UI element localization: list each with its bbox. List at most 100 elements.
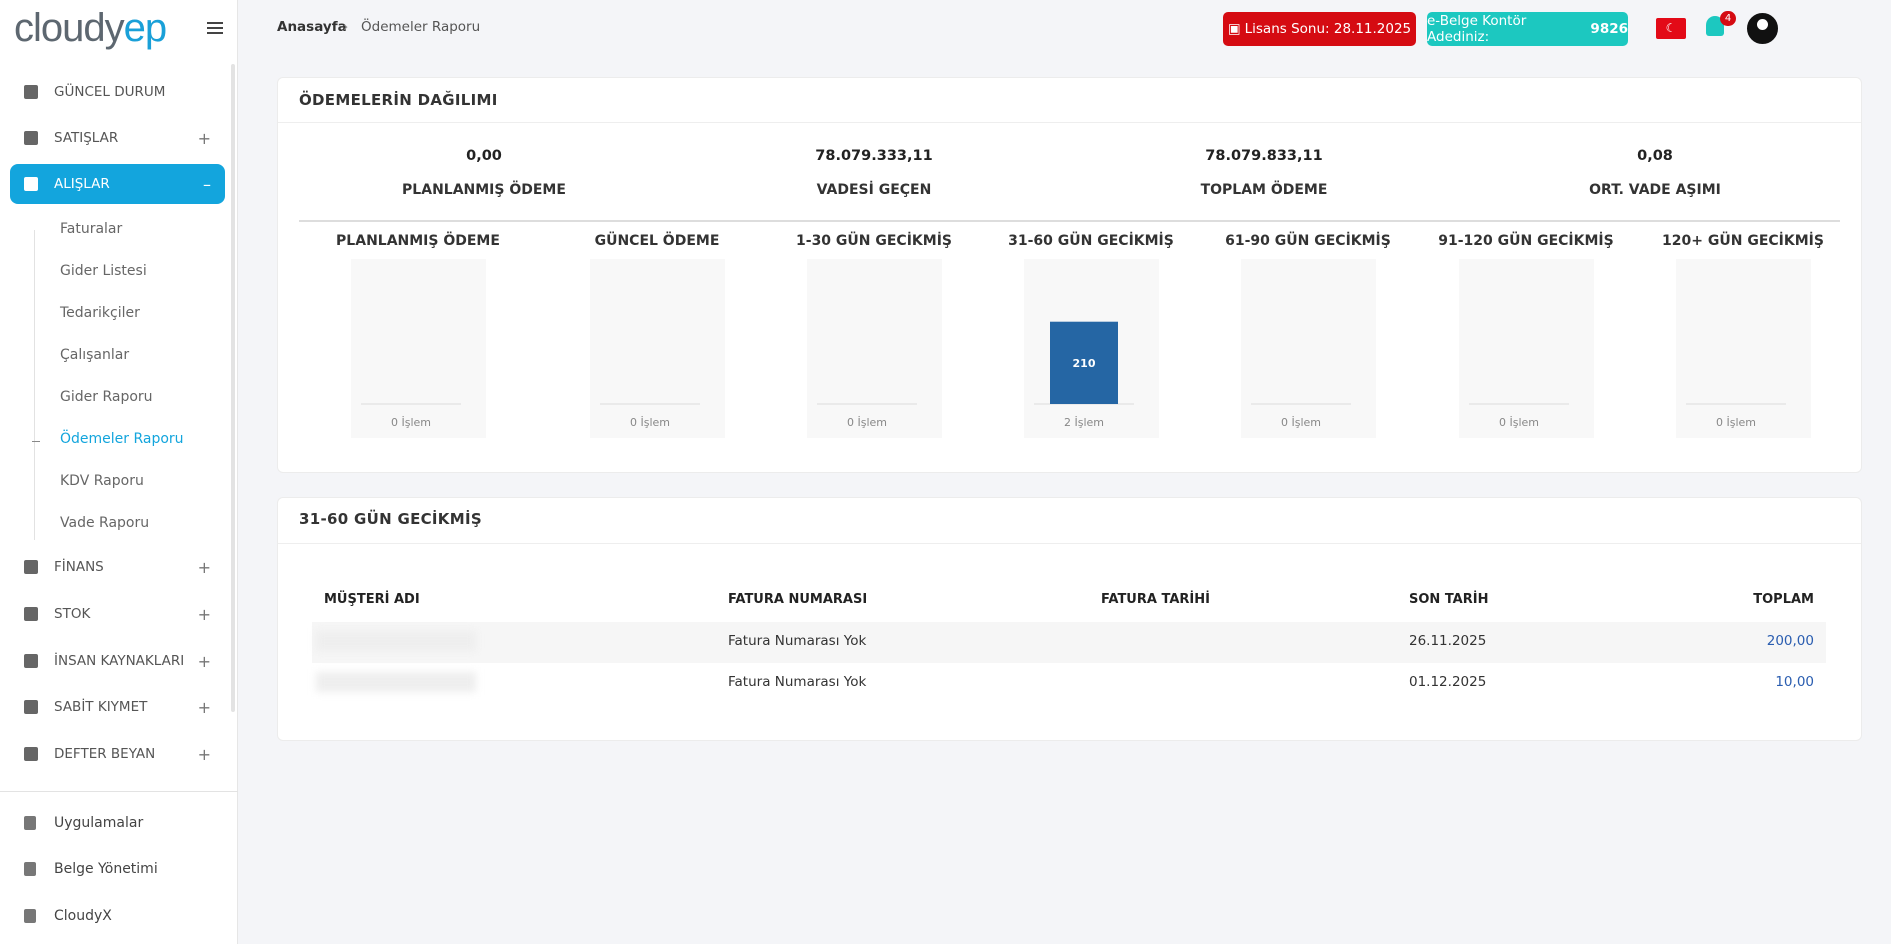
count-label: 0 İşlem bbox=[1498, 416, 1538, 429]
chart-area: 210 2 İşlem bbox=[1023, 259, 1159, 438]
menu-icon bbox=[24, 560, 38, 574]
menu-item[interactable]: SABİT KIYMET + bbox=[10, 687, 225, 727]
menu-label: FİNANS bbox=[54, 559, 104, 575]
table-title: 31-60 GÜN GECİKMİŞ bbox=[299, 510, 482, 528]
menu-icon bbox=[24, 177, 38, 191]
summary-stat: 0,08 ORT. VADE AŞIMI bbox=[1505, 148, 1805, 198]
summary-title: ÖDEMELERİN DAĞILIMI bbox=[299, 91, 498, 109]
scrollbar[interactable] bbox=[231, 64, 235, 712]
total-link[interactable]: 200,00 bbox=[1766, 633, 1814, 649]
count-label: 0 İşlem bbox=[1280, 416, 1320, 429]
mini-chart: 91-120 GÜN GECİKMİŞ 0 İşlem bbox=[1426, 233, 1626, 438]
submenu-item[interactable]: Faturalar bbox=[60, 221, 123, 237]
user-avatar[interactable] bbox=[1747, 13, 1778, 44]
due-date: 26.11.2025 bbox=[1409, 633, 1487, 649]
footer-item[interactable]: Uygulamalar bbox=[24, 815, 143, 831]
license-button[interactable]: ▣ Lisans Sonu: 28.11.2025 bbox=[1223, 12, 1416, 46]
license-text: Lisans Sonu: 28.11.2025 bbox=[1244, 21, 1412, 37]
menu-icon bbox=[24, 131, 38, 145]
stat-value: 0,00 bbox=[466, 148, 502, 164]
menu-label: İNSAN KAYNAKLARI bbox=[54, 653, 185, 669]
menu-label: ALIŞLAR bbox=[54, 176, 110, 192]
footer-label: Uygulamalar bbox=[54, 815, 144, 831]
divider bbox=[278, 543, 1861, 544]
menu-item[interactable]: İNSAN KAYNAKLARI + bbox=[10, 641, 225, 681]
menu-icon bbox=[24, 654, 38, 668]
breadcrumb-current: Ödemeler Raporu bbox=[361, 19, 481, 35]
chart-area: 0 İşlem bbox=[350, 259, 486, 438]
menu-toggle: + bbox=[197, 604, 211, 624]
divider bbox=[0, 791, 238, 792]
ebelge-label: e-Belge Kontör Adediniz: bbox=[1427, 13, 1527, 45]
menu-label: GÜNCEL DURUM bbox=[54, 84, 166, 100]
chart-area: 0 İşlem bbox=[1675, 259, 1811, 438]
submenu-item[interactable]: Tedarikçiler bbox=[60, 305, 140, 321]
menu-item[interactable]: ALIŞLAR – bbox=[10, 164, 225, 204]
menu-icon bbox=[24, 747, 38, 761]
breadcrumb-home[interactable]: Anasayfa bbox=[277, 19, 347, 35]
divider bbox=[278, 122, 1861, 123]
chart-title: 31-60 GÜN GECİKMİŞ bbox=[1008, 233, 1174, 249]
ebelge-count: 9826 bbox=[1590, 21, 1628, 37]
language-flag[interactable]: ☾ bbox=[1656, 18, 1686, 39]
menu-item[interactable]: SATIŞLAR + bbox=[10, 118, 225, 158]
bar-label: 210 bbox=[1072, 357, 1095, 370]
stat-value: 0,08 bbox=[1637, 148, 1673, 164]
summary-stat: 78.079.333,11 VADESİ GEÇEN bbox=[724, 148, 1024, 198]
column-header: SON TARİH bbox=[1409, 592, 1489, 607]
mini-chart: 120+ GÜN GECİKMİŞ 0 İşlem bbox=[1643, 233, 1843, 438]
mini-chart: PLANLANMIŞ ÖDEME 0 İşlem bbox=[318, 233, 518, 438]
menu-item[interactable]: FİNANS + bbox=[10, 547, 225, 587]
submenu-item[interactable]: Gider Listesi bbox=[60, 263, 147, 279]
stat-label: TOPLAM ÖDEME bbox=[1200, 182, 1328, 198]
menu-item[interactable]: STOK + bbox=[10, 594, 225, 634]
submenu-marker bbox=[32, 441, 40, 442]
mini-chart: 1-30 GÜN GECİKMİŞ 0 İşlem bbox=[774, 233, 974, 438]
stat-label: PLANLANMIŞ ÖDEME bbox=[402, 182, 566, 198]
menu-toggle: + bbox=[197, 557, 211, 577]
submenu-item[interactable]: Ödemeler Raporu bbox=[60, 431, 184, 447]
bar bbox=[1049, 321, 1118, 404]
menu-item[interactable]: DEFTER BEYAN + bbox=[10, 734, 225, 774]
menu-item[interactable]: GÜNCEL DURUM bbox=[10, 72, 225, 112]
logo[interactable]: cloudyep bbox=[14, 6, 167, 50]
chart-title: PLANLANMIŞ ÖDEME bbox=[336, 233, 500, 249]
due-date: 01.12.2025 bbox=[1409, 674, 1487, 690]
footer-item[interactable]: Belge Yönetimi bbox=[24, 861, 158, 877]
menu-icon bbox=[24, 607, 38, 621]
chart-area: 0 İşlem bbox=[1240, 259, 1376, 438]
menu-icon bbox=[24, 85, 38, 99]
submenu-item[interactable]: Çalışanlar bbox=[60, 347, 130, 363]
chart-title: 91-120 GÜN GECİKMİŞ bbox=[1438, 233, 1614, 249]
footer-icon bbox=[24, 862, 36, 876]
column-header: FATURA NUMARASI bbox=[728, 592, 868, 607]
chart-title: 1-30 GÜN GECİKMİŞ bbox=[796, 233, 952, 249]
invoice-number: Fatura Numarası Yok bbox=[728, 674, 867, 690]
logo-accent: ep bbox=[123, 6, 167, 50]
column-header: FATURA TARİHİ bbox=[1101, 592, 1210, 607]
submenu-item[interactable]: Vade Raporu bbox=[60, 515, 150, 531]
menu-label: DEFTER BEYAN bbox=[54, 746, 156, 762]
ebelge-button[interactable]: e-Belge Kontör Adediniz: 9826 bbox=[1427, 12, 1628, 46]
footer-item[interactable]: CloudyX bbox=[24, 908, 112, 924]
submenu-item[interactable]: KDV Raporu bbox=[60, 473, 144, 489]
menu-toggle[interactable] bbox=[207, 22, 223, 34]
table-row-bg bbox=[312, 622, 1826, 663]
chart-title: 120+ GÜN GECİKMİŞ bbox=[1662, 233, 1824, 249]
chart-area: 0 İşlem bbox=[589, 259, 725, 438]
total-link[interactable]: 10,00 bbox=[1775, 674, 1814, 690]
submenu-item[interactable]: Gider Raporu bbox=[60, 389, 153, 405]
stat-value: 78.079.333,11 bbox=[815, 148, 933, 164]
footer-icon bbox=[24, 909, 36, 923]
notification-bell[interactable] bbox=[1706, 16, 1724, 36]
submenu-line bbox=[34, 230, 35, 540]
sidebar: cloudyep GÜNCEL DURUM SATIŞLAR + ALIŞLAR – Fa… bbox=[0, 0, 238, 944]
count-label: 0 İşlem bbox=[846, 416, 886, 429]
menu-icon bbox=[24, 700, 38, 714]
customer-name-blurred bbox=[316, 631, 476, 651]
menu-toggle: – bbox=[203, 174, 211, 194]
mini-chart: 61-90 GÜN GECİKMİŞ 0 İşlem bbox=[1208, 233, 1408, 438]
count-label: 0 İşlem bbox=[1715, 416, 1755, 429]
chart-title: GÜNCEL ÖDEME bbox=[594, 233, 720, 249]
